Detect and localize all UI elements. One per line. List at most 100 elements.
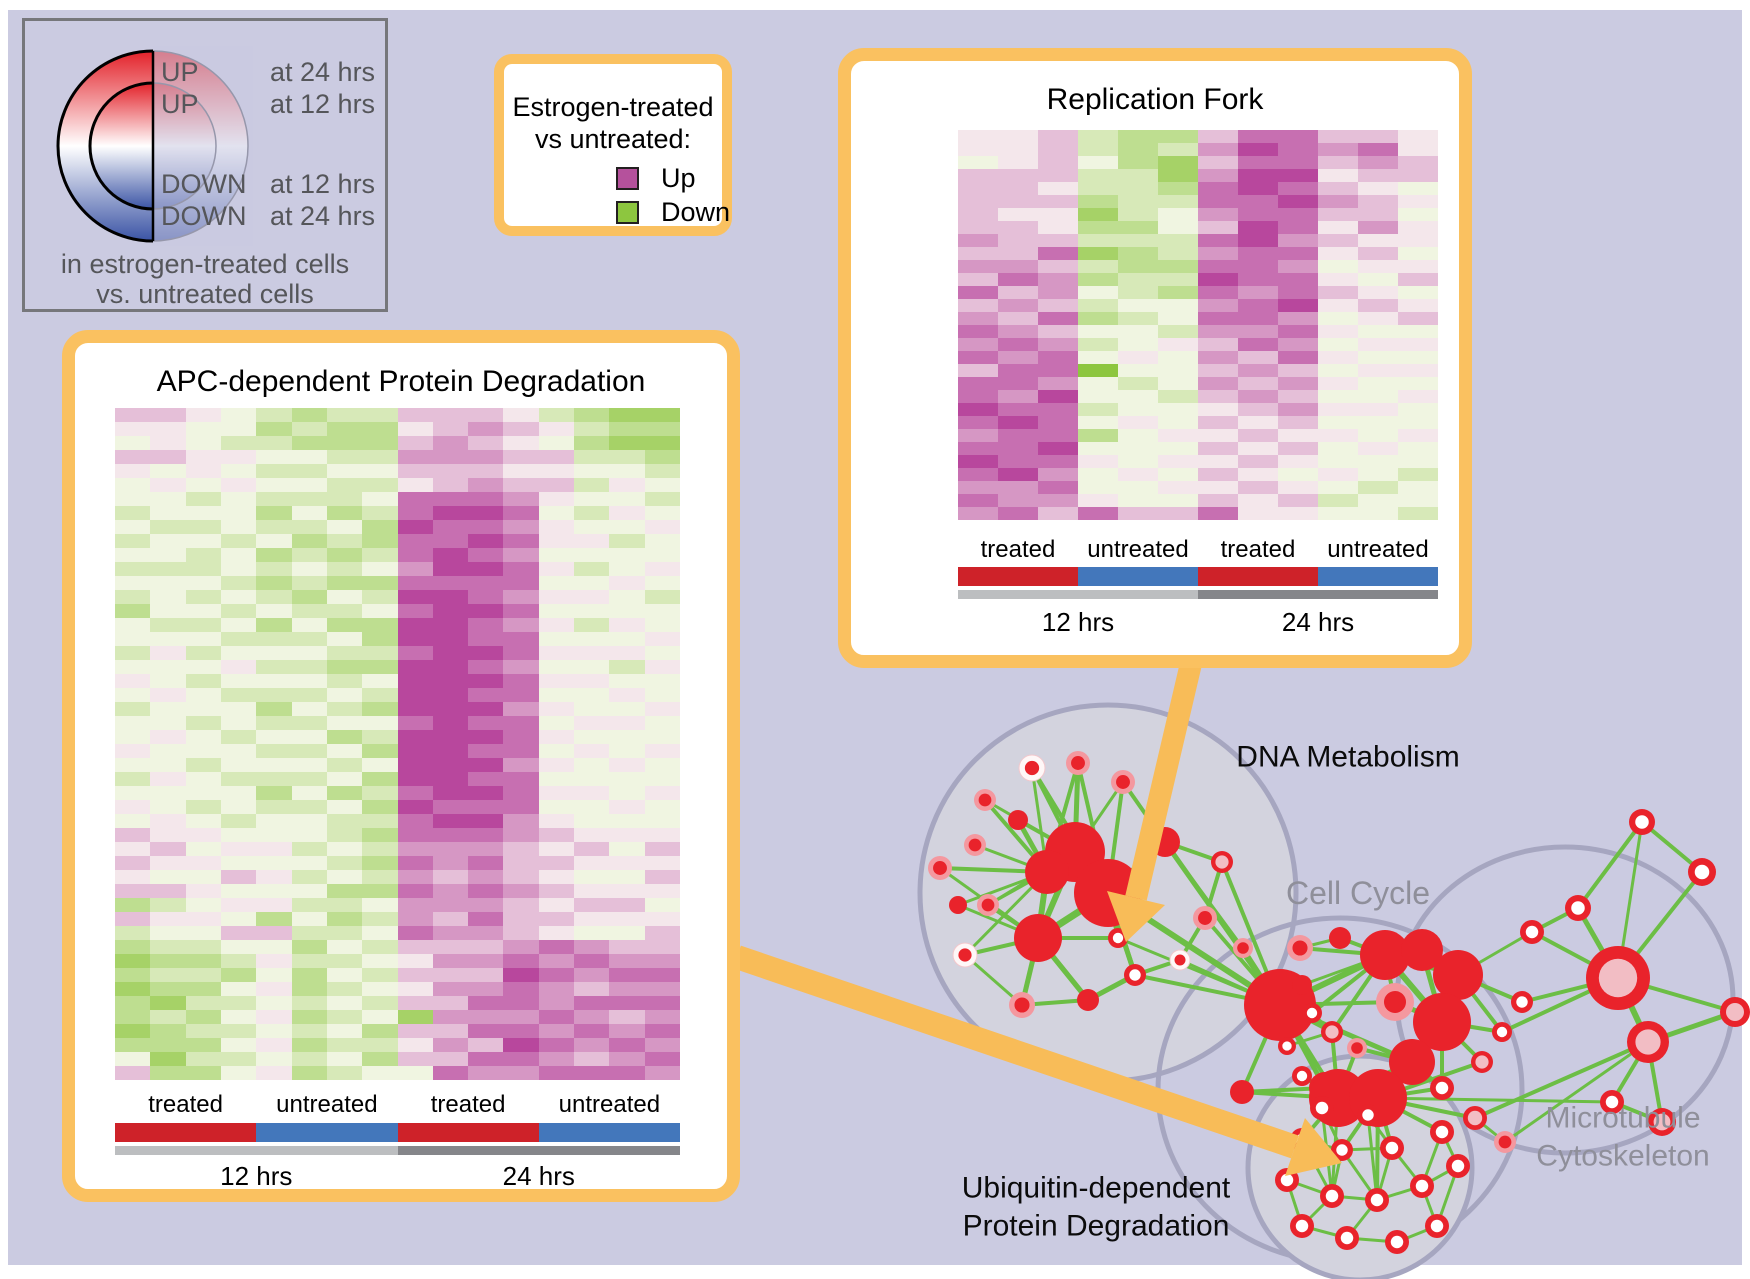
heatmap-cell bbox=[574, 884, 610, 898]
heatmap-cell bbox=[220, 604, 257, 618]
heatmap-cell bbox=[291, 856, 327, 870]
heatmap-cell bbox=[362, 926, 398, 940]
heatmap-cell bbox=[150, 450, 186, 464]
heatmap-cell bbox=[538, 1066, 575, 1080]
heatmap-cell bbox=[958, 338, 998, 351]
apc-group-bars bbox=[115, 1123, 680, 1142]
heatmap-cell bbox=[1118, 273, 1158, 286]
heatmap-cell bbox=[1158, 507, 1198, 520]
heatmap-cell bbox=[150, 436, 186, 450]
heatmap-row bbox=[115, 856, 680, 870]
heatmap-cell bbox=[644, 1024, 680, 1038]
heatmap-row bbox=[115, 716, 680, 730]
heatmap-cell bbox=[503, 422, 539, 436]
heatmap-cell bbox=[362, 828, 398, 842]
heatmap-cell bbox=[220, 786, 257, 800]
heatmap-cell bbox=[538, 604, 575, 618]
heatmap-cell bbox=[468, 716, 504, 730]
heatmap-cell bbox=[574, 646, 610, 660]
heatmap-row bbox=[958, 182, 1438, 195]
heatmap-cell bbox=[150, 730, 186, 744]
heatmap-cell bbox=[468, 534, 504, 548]
heatmap-cell bbox=[468, 1038, 504, 1052]
heatmap-cell bbox=[1038, 390, 1078, 403]
dna-metabolism-label: DNA Metabolism bbox=[1236, 738, 1459, 776]
heatmap-cell bbox=[362, 674, 398, 688]
heatmap-cell bbox=[1318, 286, 1358, 299]
heatmap-cell bbox=[1398, 299, 1438, 312]
heatmap-cell bbox=[397, 1038, 433, 1052]
heatmap-cell bbox=[503, 688, 539, 702]
heatmap-cell bbox=[468, 506, 504, 520]
heatmap-cell bbox=[150, 1066, 186, 1080]
heatmap-cell bbox=[256, 744, 292, 758]
heatmap-cell bbox=[362, 1024, 398, 1038]
heatmap-cell bbox=[150, 520, 186, 534]
heatmap-cell bbox=[1278, 260, 1318, 273]
heatmap-cell bbox=[609, 688, 645, 702]
heatmap-cell bbox=[362, 842, 398, 856]
heatmap-cell bbox=[1158, 208, 1198, 221]
heatmap-cell bbox=[503, 814, 539, 828]
label-line: Protein Degradation bbox=[962, 1209, 1230, 1242]
heatmap-cell bbox=[150, 674, 186, 688]
heatmap-row bbox=[115, 450, 680, 464]
heatmap-cell bbox=[1278, 429, 1318, 442]
heatmap-cell bbox=[256, 492, 292, 506]
heatmap-cell bbox=[538, 996, 575, 1010]
heatmap-cell bbox=[644, 926, 680, 940]
heatmap-cell bbox=[503, 968, 539, 982]
heatmap-cell bbox=[538, 842, 575, 856]
heatmap-cell bbox=[1118, 338, 1158, 351]
heatmap-cell bbox=[503, 800, 539, 814]
heatmap-cell bbox=[958, 364, 998, 377]
heatmap-cell bbox=[1118, 169, 1158, 182]
heatmap-cell bbox=[291, 534, 327, 548]
heatmap-cell bbox=[220, 436, 257, 450]
heatmap-cell bbox=[291, 912, 327, 926]
gene-node-core bbox=[1516, 996, 1528, 1008]
heatmap-cell bbox=[609, 534, 645, 548]
heatmap-cell bbox=[150, 968, 186, 982]
heatmap-cell bbox=[609, 450, 645, 464]
heatmap-cell bbox=[326, 772, 363, 786]
heatmap-cell bbox=[1118, 351, 1158, 364]
heatmap-cell bbox=[432, 534, 469, 548]
heatmap-cell bbox=[538, 968, 575, 982]
heatmap-cell bbox=[1318, 260, 1358, 273]
heatmap-row bbox=[115, 436, 680, 450]
network-edge bbox=[1576, 820, 1644, 910]
heatmap-row bbox=[115, 1052, 680, 1066]
heatmap-cell bbox=[538, 548, 575, 562]
heatmap-cell bbox=[1118, 299, 1158, 312]
heatmap-cell bbox=[185, 758, 221, 772]
heatmap-cell bbox=[326, 506, 363, 520]
updown-row-dir: UP bbox=[161, 89, 199, 119]
condition-color-bar bbox=[1198, 567, 1318, 586]
heatmap-cell bbox=[503, 646, 539, 660]
gene-node-core bbox=[1129, 969, 1141, 981]
heatmap-cell bbox=[1318, 494, 1358, 507]
heatmap-cell bbox=[998, 494, 1038, 507]
heatmap-cell bbox=[574, 786, 610, 800]
heatmap-cell bbox=[397, 786, 433, 800]
heatmap-cell bbox=[397, 632, 433, 646]
heatmap-cell bbox=[362, 534, 398, 548]
heatmap-cell bbox=[256, 800, 292, 814]
heatmap-cell bbox=[644, 408, 680, 422]
heatmap-cell bbox=[574, 520, 610, 534]
heatmap-row bbox=[958, 234, 1438, 247]
gene-node-core bbox=[1282, 1041, 1292, 1051]
heatmap-cell bbox=[644, 856, 680, 870]
gene-node-core bbox=[1475, 1055, 1489, 1069]
heatmap-cell bbox=[503, 758, 539, 772]
heatmap-cell bbox=[432, 772, 469, 786]
heatmap-cell bbox=[609, 982, 645, 996]
heatmap-cell bbox=[574, 772, 610, 786]
heatmap-cell bbox=[468, 590, 504, 604]
heatmap-cell bbox=[609, 520, 645, 534]
heatmap-cell bbox=[644, 492, 680, 506]
heatmap-cell bbox=[468, 1052, 504, 1066]
heatmap-cell bbox=[432, 1052, 469, 1066]
heatmap-cell bbox=[220, 716, 257, 730]
